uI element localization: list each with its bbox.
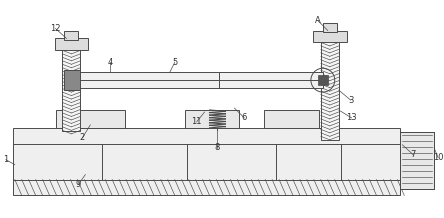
Bar <box>400 132 434 189</box>
Bar <box>63 48 80 131</box>
Bar <box>55 38 88 50</box>
Bar <box>56 110 125 128</box>
Text: 6: 6 <box>242 113 247 123</box>
Text: 1: 1 <box>3 155 8 164</box>
Text: A: A <box>315 16 321 25</box>
Bar <box>313 31 347 43</box>
Bar <box>219 72 323 88</box>
Bar <box>13 128 400 196</box>
Bar <box>64 70 80 90</box>
Text: 11: 11 <box>191 118 202 126</box>
Text: 8: 8 <box>215 143 220 152</box>
Text: 7: 7 <box>411 150 416 159</box>
Bar <box>400 132 434 189</box>
Text: 9: 9 <box>76 180 81 189</box>
Text: 13: 13 <box>346 113 357 123</box>
Bar <box>323 22 337 32</box>
Bar <box>79 72 226 88</box>
Bar <box>318 75 328 85</box>
Bar <box>321 41 339 140</box>
Text: 3: 3 <box>348 95 353 105</box>
Text: 4: 4 <box>107 58 113 67</box>
Bar <box>185 110 239 128</box>
Bar <box>64 31 79 41</box>
Text: 10: 10 <box>433 153 443 162</box>
Text: 12: 12 <box>50 24 61 33</box>
Text: 5: 5 <box>172 58 178 67</box>
Bar <box>264 110 319 128</box>
Text: 2: 2 <box>80 133 85 142</box>
